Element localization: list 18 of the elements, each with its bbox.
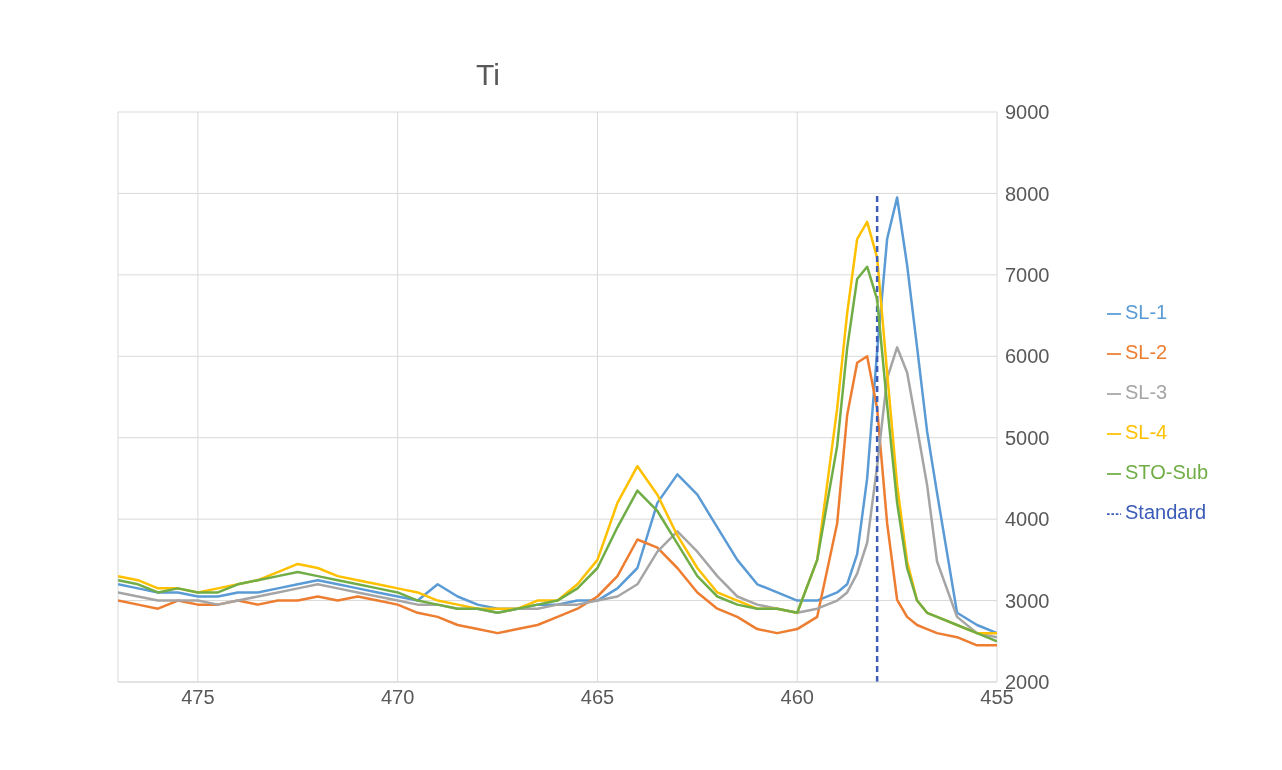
x-tick-label: 465 [580,686,615,709]
legend-label: SL-3 [1125,381,1168,403]
x-tick-label: 470 [380,686,415,709]
y-tick-label: 5000 [1005,426,1050,449]
y-tick-label: 7000 [1005,263,1050,286]
x-tick-label: 460 [780,686,814,709]
legend-label: SL-2 [1125,341,1168,363]
chart-title: Ti [475,57,501,92]
y-tick-label: 9000 [1005,101,1050,124]
y-tick-label: 3000 [1005,589,1050,612]
x-tick-label: 475 [181,686,215,709]
legend-label: Standard [1125,501,1207,523]
legend-label: STO-Sub [1125,461,1208,483]
y-tick-label: 4000 [1005,508,1050,531]
y-tick-label: 8000 [1005,182,1050,205]
y-tick-label: 6000 [1005,345,1050,368]
legend-label: SL-1 [1125,301,1168,323]
legend-label: SL-4 [1125,421,1168,443]
